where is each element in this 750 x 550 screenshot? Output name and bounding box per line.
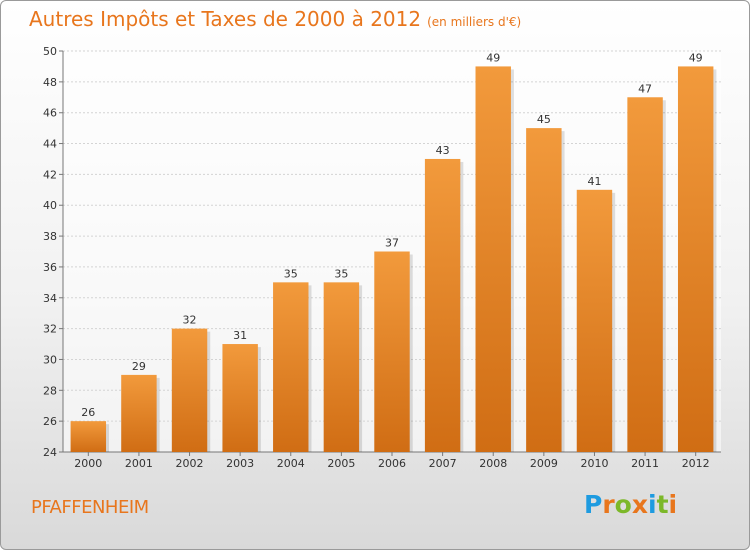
bar-value-label: 41 bbox=[587, 175, 601, 188]
logo-letter: i bbox=[668, 490, 678, 519]
logo-letter: r bbox=[602, 490, 615, 519]
x-tick-label: 2006 bbox=[378, 457, 406, 470]
logo-letter: P bbox=[584, 490, 603, 519]
bar-value-label: 35 bbox=[284, 267, 298, 280]
x-tick-label: 2004 bbox=[277, 457, 305, 470]
logo-letter: o bbox=[614, 490, 632, 519]
commune-name: PFAFFENHEIM bbox=[31, 497, 149, 518]
x-tick-label: 2001 bbox=[125, 457, 153, 470]
x-tick-label: 2012 bbox=[682, 457, 710, 470]
bar-value-label: 49 bbox=[486, 51, 500, 64]
bar-value-label: 45 bbox=[537, 113, 551, 126]
y-tick-label: 28 bbox=[43, 384, 57, 397]
bar-value-label: 29 bbox=[132, 360, 146, 373]
bar-value-label: 31 bbox=[233, 329, 247, 342]
y-tick-label: 42 bbox=[43, 168, 57, 181]
x-tick-label: 2008 bbox=[479, 457, 507, 470]
x-tick-label: 2010 bbox=[580, 457, 608, 470]
y-tick-label: 46 bbox=[43, 107, 57, 120]
y-tick-label: 50 bbox=[43, 45, 57, 58]
y-tick-label: 48 bbox=[43, 76, 57, 89]
bar bbox=[627, 97, 663, 453]
bar bbox=[171, 328, 208, 452]
bar bbox=[323, 282, 360, 452]
bar-value-label: 43 bbox=[436, 144, 450, 157]
bar-value-label: 32 bbox=[183, 314, 197, 327]
bar bbox=[70, 421, 107, 452]
y-tick-label: 44 bbox=[43, 138, 57, 151]
y-tick-label: 26 bbox=[43, 415, 57, 428]
x-tick-label: 2003 bbox=[226, 457, 254, 470]
bar bbox=[374, 251, 410, 452]
x-tick-label: 2002 bbox=[176, 457, 204, 470]
y-tick-label: 24 bbox=[43, 446, 57, 459]
y-tick-label: 36 bbox=[43, 261, 57, 274]
bar-value-label: 37 bbox=[385, 237, 399, 250]
logo-letter: i bbox=[648, 490, 657, 519]
bar bbox=[424, 158, 461, 452]
proxiti-logo: Proxiti bbox=[584, 490, 677, 519]
chart-subtitle: (en milliers d'€) bbox=[427, 15, 522, 29]
bar bbox=[475, 66, 511, 452]
x-tick-label: 2011 bbox=[631, 457, 659, 470]
x-tick-label: 2007 bbox=[429, 457, 457, 470]
bar bbox=[121, 374, 157, 452]
x-tick-label: 2005 bbox=[327, 457, 355, 470]
y-tick-label: 34 bbox=[43, 292, 57, 305]
y-tick-label: 38 bbox=[43, 230, 57, 243]
x-tick-label: 2000 bbox=[74, 457, 102, 470]
logo-letter: x bbox=[631, 490, 648, 519]
bar bbox=[526, 128, 562, 452]
chart-title: Autres Impôts et Taxes de 2000 à 2012 (en… bbox=[29, 7, 521, 31]
bar bbox=[576, 189, 613, 453]
bar bbox=[273, 282, 309, 452]
bar-value-label: 35 bbox=[334, 267, 348, 280]
logo-letter: t bbox=[656, 490, 669, 519]
bar bbox=[677, 66, 714, 452]
chart-title-text: Autres Impôts et Taxes de 2000 à 2012 bbox=[29, 7, 422, 31]
bar bbox=[222, 344, 258, 452]
bar-value-label: 49 bbox=[689, 51, 703, 64]
y-tick-label: 40 bbox=[43, 199, 57, 212]
x-tick-label: 2009 bbox=[530, 457, 558, 470]
y-tick-label: 32 bbox=[43, 323, 57, 336]
bar-value-label: 47 bbox=[638, 82, 652, 95]
y-tick-label: 30 bbox=[43, 353, 57, 366]
bar-value-label: 26 bbox=[81, 406, 95, 419]
